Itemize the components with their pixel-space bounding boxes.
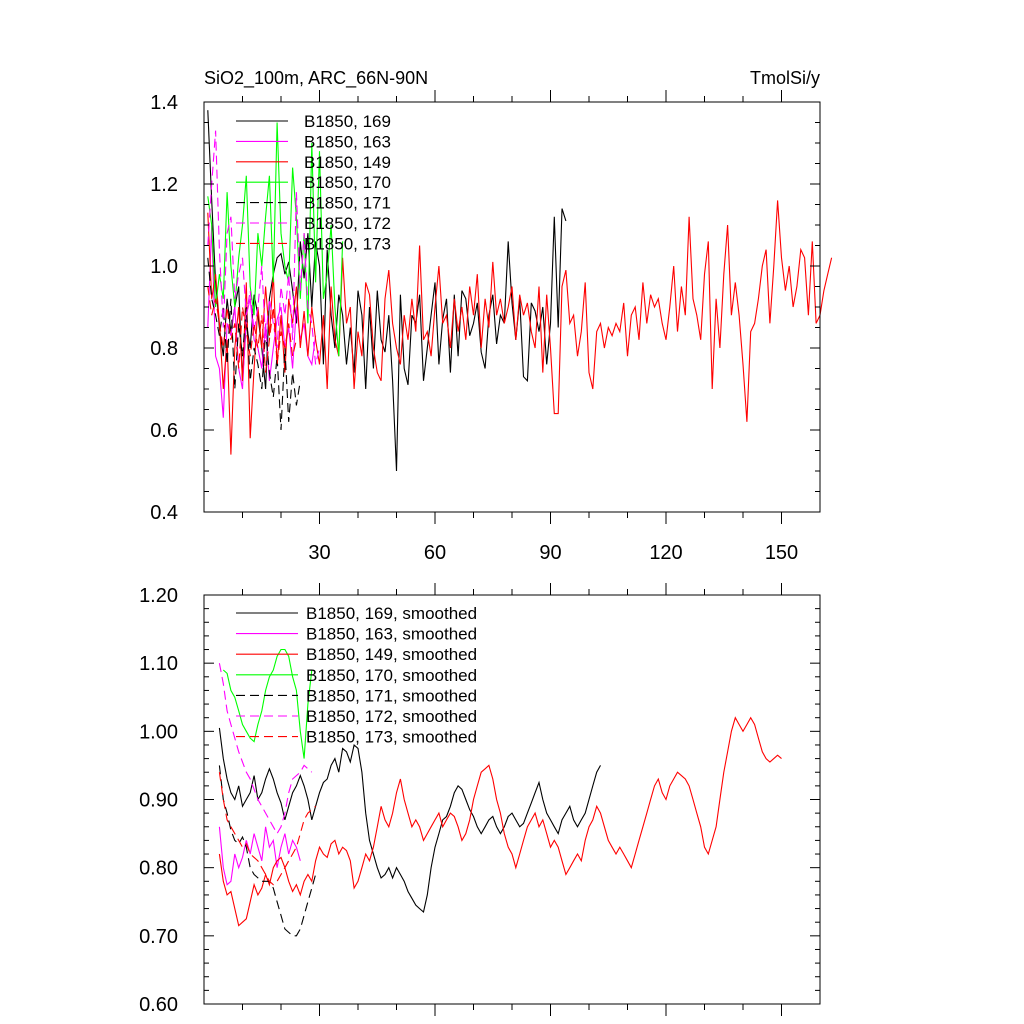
x-tick-label: 120 [649, 542, 682, 564]
legend-label: B1850, 149, smoothed [306, 645, 477, 664]
plot-frame [203, 594, 821, 1005]
x-tick-label: 150 [765, 542, 798, 564]
x-tick-label: 60 [424, 542, 446, 564]
y-tick-label: 1.00 [139, 721, 178, 743]
y-tick-label: 1.10 [139, 653, 178, 675]
top-chart-panel: 0.4 0.6 0.8 1.0 1.2 1.4 30 60 90 120 150 B1850, 169… [150, 90, 833, 564]
legend-label: B1850, 173, smoothed [306, 728, 477, 747]
y-tick-label: 0.70 [139, 926, 178, 948]
series-line-0-3 [207, 122, 344, 357]
legend-label: B1850, 170, smoothed [306, 666, 477, 685]
y-tick-label: 0.90 [139, 790, 178, 812]
x-tick-label: 90 [539, 542, 561, 564]
legend-label: B1850, 163, smoothed [306, 625, 477, 644]
series-line-1-2 [218, 716, 782, 927]
legend-label: B1850, 172 [304, 214, 391, 233]
series-line-1-0 [218, 727, 601, 914]
series-line-1-3 [222, 648, 313, 759]
legend-label: B1850, 170 [304, 173, 391, 192]
series-line-1-5 [218, 663, 313, 835]
y-tick-label: 1.2 [150, 174, 178, 196]
series-line-0-5 [207, 130, 321, 365]
legend-label: B1850, 172, smoothed [306, 707, 477, 726]
series-line-0-6 [207, 286, 297, 373]
bottom-chart-panel: 0.60 0.70 0.80 0.90 1.00 1.10 1.20 B1850, 169, … [139, 583, 821, 1016]
y-tick-label: 0.4 [150, 502, 178, 524]
series-line-1-4 [218, 765, 317, 937]
y-tick-label: 0.60 [139, 994, 178, 1016]
y-tick-label: 0.8 [150, 338, 178, 360]
x-tick-label: 30 [308, 542, 330, 564]
y-tick-label: 1.20 [139, 585, 178, 607]
series-line-1-1 [218, 826, 301, 886]
y-tick-label: 1.4 [150, 92, 178, 114]
series-line-0-2 [207, 200, 833, 455]
y-tick-label: 1.0 [150, 256, 178, 278]
legend-label: B1850, 169, smoothed [306, 604, 477, 623]
legend-label: B1850, 149 [304, 153, 391, 172]
y-tick-label: 0.6 [150, 420, 178, 442]
y-tick-label: 0.80 [139, 858, 178, 880]
legend-label: B1850, 173 [304, 234, 391, 253]
legend-label: B1850, 171 [304, 194, 391, 213]
chart-title-right: TmolSi/y [750, 68, 820, 88]
chart-title-left: SiO2_100m, ARC_66N-90N [204, 68, 428, 89]
legend-label: B1850, 163 [304, 132, 391, 151]
series-line-1-6 [218, 772, 316, 886]
legend-label: B1850, 171, smoothed [306, 686, 477, 705]
legend-label: B1850, 169 [304, 112, 391, 131]
